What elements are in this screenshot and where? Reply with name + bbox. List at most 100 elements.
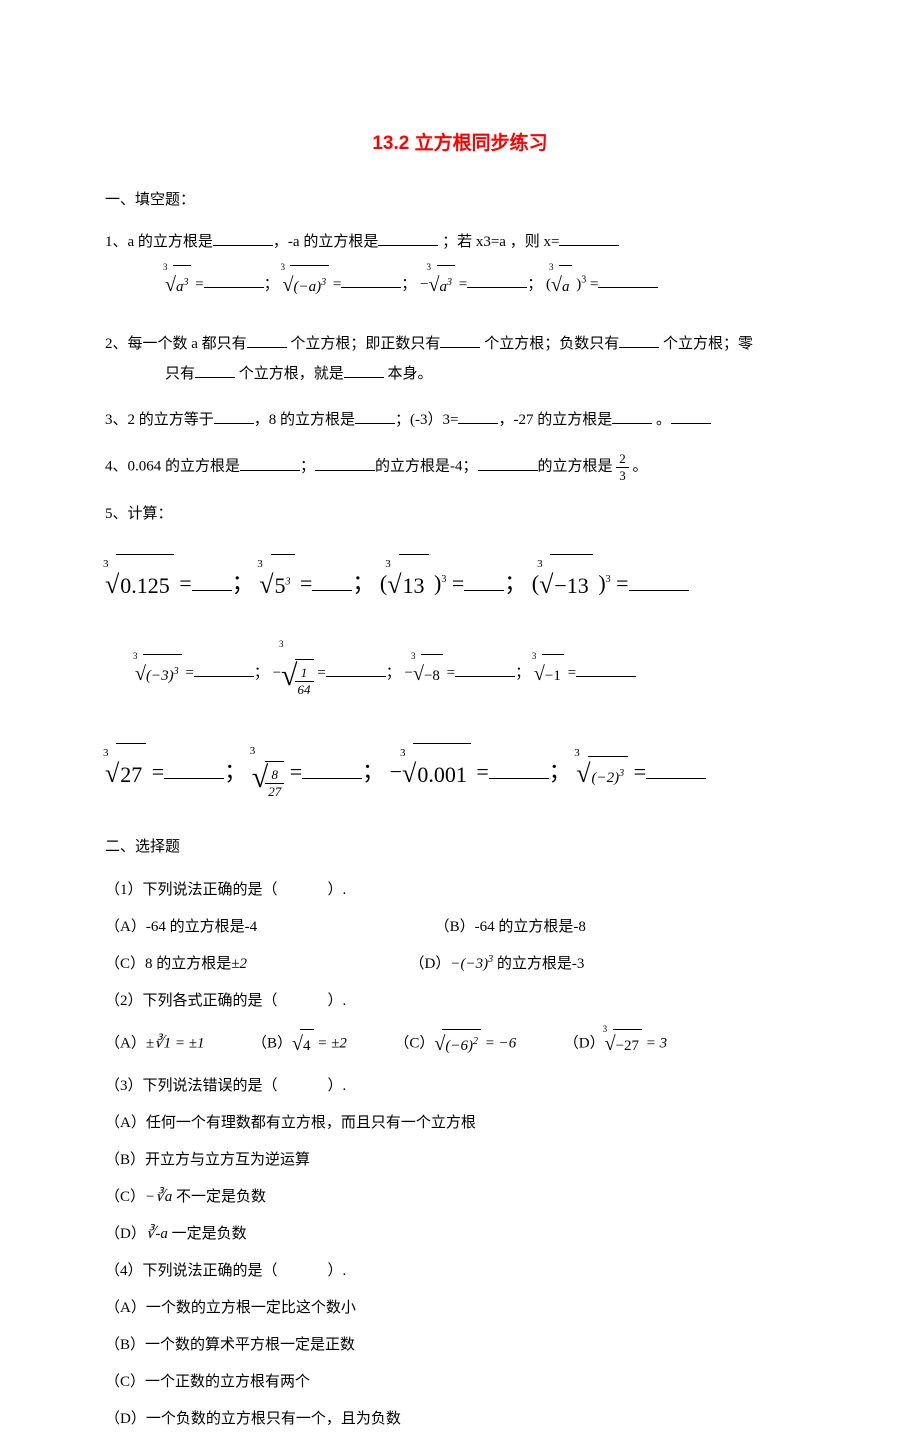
p1-text-2: ，-a 的立方根是 <box>273 234 378 250</box>
page-title: 13.2 立方根同步练习 <box>105 130 815 159</box>
problem-2: 2、每一个数 a 都只有 个立方根；即正数只有 个立方根；负数只有 个立方根；零… <box>105 329 815 389</box>
blank <box>341 273 401 288</box>
blank <box>576 662 636 677</box>
text: 一定是负数 <box>168 1226 247 1242</box>
blank <box>312 569 352 591</box>
text: 不一定是负数 <box>172 1189 266 1205</box>
cuberoot-icon: 3√13 <box>387 549 428 622</box>
close: ）. <box>328 882 347 898</box>
question-1: （1）下列说法正确的是（）. （A）-64 的立方根是-4 （B）-64 的立方… <box>105 874 815 981</box>
p2-line-2: 只有 个立方根，就是 本身。 <box>165 359 815 389</box>
blank <box>458 409 498 424</box>
math: ∛-a <box>146 1226 168 1242</box>
p5-row-2: 3√(−3)3 =； −3√164 =； −3√−8 =； 3√−1 = <box>135 634 815 718</box>
choice-d: （D） <box>564 1036 605 1052</box>
blank <box>240 456 300 471</box>
blank <box>489 757 549 779</box>
cuberoot-icon: 3√−8 <box>413 646 443 702</box>
blank <box>612 409 652 424</box>
p5-row-1: 3√0.125 =； 3√53 =； (3√13 )3 =； (3√−13 )3… <box>105 549 815 622</box>
cuberoot-icon: 3√827 <box>252 736 284 820</box>
cuberoot-icon: 3√−13 <box>539 549 593 622</box>
cuberoot-icon: 3√164 <box>281 634 313 718</box>
problem-1: 1、a 的立方根是 ，-a 的立方根是 ；若 x3=a ，则 x= 3√a3 =；… <box>105 227 815 313</box>
choice-a: （A）任何一个有理数都有立方根，而且只有一个立方根 <box>105 1107 815 1140</box>
choice-b: （B）-64 的立方根是-8 <box>435 919 586 935</box>
choice-c: （C）8 的立方根是 <box>105 956 231 972</box>
choice-a: （A）一个数的立方根一定比这个数小 <box>105 1292 815 1325</box>
choice-a: （A） <box>105 1036 146 1052</box>
blank <box>326 662 386 677</box>
stem: （3）下列说法错误的是（ <box>105 1078 278 1094</box>
stem: （2）下列各式正确的是（ <box>105 993 278 1009</box>
text: ，8 的立方根是 <box>254 412 355 428</box>
blank <box>192 569 232 591</box>
blank <box>315 456 375 471</box>
p1-text-3: ；若 x3=a ，则 x= <box>438 234 559 250</box>
cuberoot-icon: 3√27 <box>105 738 146 811</box>
close: ）. <box>328 1263 347 1279</box>
math: ±∛1 = ±1 <box>146 1036 205 1052</box>
text: ； <box>300 459 315 475</box>
blank <box>619 333 659 348</box>
blank <box>204 273 264 288</box>
blank <box>646 757 706 779</box>
choice-c: （C）一个正数的立方根有两个 <box>105 1366 815 1399</box>
problem-4: 4、0.064 的立方根是；的立方根是-4；的立方根是 23 。 <box>105 451 815 483</box>
text: 只有 <box>165 366 195 382</box>
math: = ±2 <box>314 1036 347 1052</box>
sqrt-icon: √(−6)2 <box>434 1022 481 1066</box>
fraction: 23 <box>616 451 629 483</box>
blank <box>302 757 362 779</box>
p5-header: 5、计算： <box>105 499 815 529</box>
problem-5: 5、计算： 3√0.125 =； 3√53 =； (3√13 )3 =； (3√… <box>105 499 815 820</box>
cuberoot-icon: 3√0.125 <box>105 549 174 622</box>
cuberoot-icon: 3√53 <box>259 549 294 622</box>
text: 个立方根；负数只有 <box>480 336 619 352</box>
cuberoot-icon: 3√0.001 <box>402 738 471 811</box>
cuberoot-icon: 3√−1 <box>534 646 564 702</box>
stem: （4）下列说法正确的是（ <box>105 1263 278 1279</box>
p1-formulas: 3√a3 =； 3√(−a)3 =； −3√a3 =； (3√a )3 = <box>165 257 815 313</box>
blank <box>598 273 658 288</box>
cuberoot-icon: 3√a <box>551 257 572 313</box>
blank <box>440 333 480 348</box>
sqrt-icon: √4 <box>292 1022 313 1066</box>
cuberoot-icon: 3√(−a)3 <box>282 257 329 313</box>
cuberoot-icon: 3√(−3)3 <box>135 646 182 702</box>
math: = −6 <box>481 1036 516 1052</box>
text: 4、0.064 的立方根是 <box>105 459 240 475</box>
blank <box>214 409 254 424</box>
text: 。 <box>652 412 671 428</box>
blank <box>195 363 235 378</box>
cuberoot-icon: 3√(−2)3 <box>576 738 628 811</box>
blank <box>164 757 224 779</box>
text: 2、每一个数 a 都只有 <box>105 336 247 352</box>
blank <box>194 662 254 677</box>
choice-c: （C） <box>394 1036 434 1052</box>
question-4: （4）下列说法正确的是（）. （A）一个数的立方根一定比这个数小 （B）一个数的… <box>105 1255 815 1436</box>
text: ；(-3）3= <box>395 412 458 428</box>
text: ，-27 的立方根是 <box>498 412 612 428</box>
section-1-header: 一、填空题： <box>105 189 815 212</box>
blank <box>464 569 504 591</box>
blank <box>344 363 384 378</box>
question-2: （2）下列各式正确的是（）. （A）±∛1 = ±1 （B）√4 = ±2 （C… <box>105 985 815 1066</box>
text: 本身。 <box>384 366 433 382</box>
p1-text-1: 1、a 的立方根是 <box>105 234 213 250</box>
choice-a: （A）-64 的立方根是-4 <box>105 919 257 935</box>
cuberoot-icon: 3√a3 <box>429 257 455 313</box>
question-3: （3）下列说法错误的是（）. （A）任何一个有理数都有立方根，而且只有一个立方根… <box>105 1070 815 1251</box>
text: 的立方根是-3 <box>493 956 584 972</box>
blank <box>455 662 515 677</box>
choice-d: （D） <box>105 1226 146 1242</box>
blank <box>247 333 287 348</box>
text: 3、2 的立方等于 <box>105 412 214 428</box>
text: 的立方根是-4； <box>375 459 478 475</box>
p5-row-3: 3√27 =； 3√827 =； −3√0.001 =； 3√(−2)3 = <box>105 736 815 820</box>
choice-b: （B） <box>252 1036 292 1052</box>
choice-b: （B）开立方与立方互为逆运算 <box>105 1144 815 1177</box>
blank <box>355 409 395 424</box>
blank <box>213 231 273 246</box>
text: 个立方根；即正数只有 <box>287 336 441 352</box>
